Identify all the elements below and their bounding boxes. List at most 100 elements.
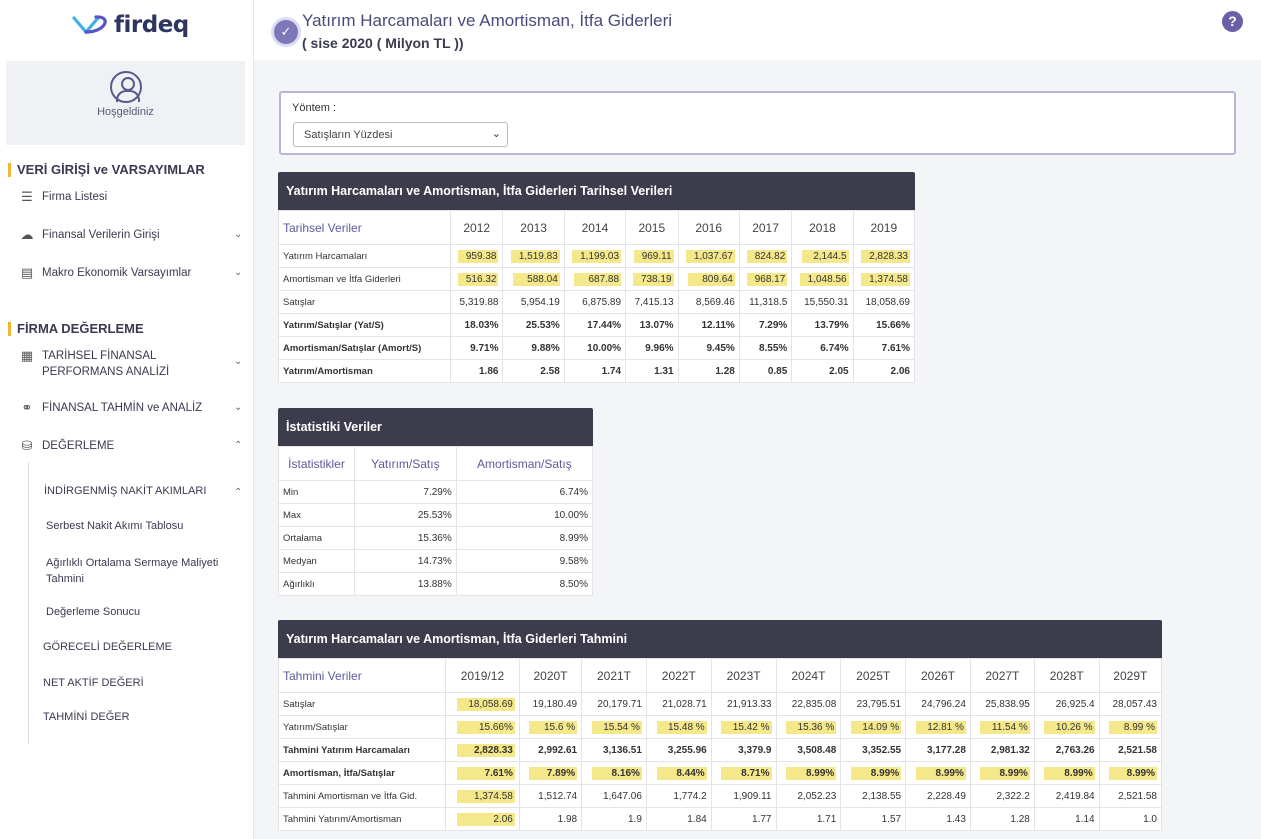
editable-value[interactable]: 1,374.58 (456, 789, 515, 803)
sidebar-item-wacc[interactable]: Ağırlıklı Ortalama Sermaye Maliyeti Tahm… (46, 555, 218, 587)
table-cell[interactable]: 15.36 % (775, 715, 842, 739)
table-cell[interactable]: 2,828.33 (852, 244, 916, 268)
table-cell[interactable]: 14.09 % (840, 715, 907, 739)
editable-value[interactable]: 516.32 (457, 272, 499, 286)
method-select[interactable]: Satışların Yüzdesi ⌄ (293, 122, 508, 147)
sidebar-item-valuation-result[interactable]: Değerleme Sonucu (46, 606, 140, 618)
sidebar-item-relative[interactable]: GÖRECELİ DEĞERLEME (43, 641, 172, 653)
table-cell[interactable]: 8.16% (581, 761, 647, 785)
sidebar-item-financial-input[interactable]: ☁ Finansal Verilerin Girişi (18, 227, 160, 243)
editable-value[interactable]: 1,048.56 (799, 272, 849, 286)
table-cell[interactable]: 8.99% (905, 761, 971, 785)
table-cell[interactable]: 15.48 % (645, 715, 712, 739)
editable-value[interactable]: 1,519.83 (510, 249, 560, 263)
table-cell[interactable]: 15.66% (445, 715, 520, 739)
editable-value[interactable]: 1,374.58 (861, 272, 910, 286)
table-cell[interactable]: 8.44% (645, 761, 712, 785)
sidebar-item-historical[interactable]: ▦ TARİHSEL FİNANSAL PERFORMANS ANALİZİ (18, 348, 169, 380)
table-cell[interactable]: 8.99% (840, 761, 907, 785)
editable-value[interactable]: 15.42 % (721, 720, 772, 734)
sidebar-item-net-asset[interactable]: NET AKTİF DEĞERİ (43, 677, 144, 689)
table-cell[interactable]: 15.6 % (518, 715, 583, 739)
table-cell[interactable]: 8.99 % (1098, 715, 1163, 739)
chevron-down-icon[interactable]: ⌄ (234, 267, 243, 278)
table-cell[interactable]: 8.99% (1098, 761, 1163, 785)
table-cell[interactable]: 969.11 (625, 244, 679, 268)
editable-value[interactable]: 8.99 % (1108, 720, 1157, 734)
table-cell[interactable]: 1,374.58 (852, 267, 916, 291)
editable-value[interactable]: 738.19 (632, 272, 674, 286)
table-cell[interactable]: 959.38 (449, 244, 504, 268)
table-cell[interactable]: 1,037.67 (677, 244, 740, 268)
editable-value[interactable]: 969.11 (633, 249, 674, 263)
editable-value[interactable]: 8.44% (656, 766, 707, 780)
editable-value[interactable]: 8.99% (1044, 766, 1095, 780)
editable-value[interactable]: 7.61% (456, 766, 515, 780)
editable-value[interactable]: 11.54 % (980, 720, 1030, 734)
table-cell[interactable]: 1,519.83 (502, 244, 565, 268)
editable-value[interactable]: 10.26 % (1044, 720, 1095, 734)
editable-value[interactable]: 8.99% (980, 766, 1030, 780)
editable-value[interactable]: 8.99% (786, 766, 837, 780)
table-cell[interactable]: 8.71% (710, 761, 777, 785)
editable-value[interactable]: 809.64 (687, 272, 735, 286)
editable-value[interactable]: 824.82 (746, 249, 788, 263)
editable-value[interactable]: 2.06 (456, 812, 515, 826)
editable-value[interactable]: 1,037.67 (685, 249, 735, 263)
table-cell[interactable]: 2.06 (445, 807, 520, 831)
table-cell[interactable]: 8.99% (1033, 761, 1100, 785)
editable-value[interactable]: 588.04 (512, 272, 560, 286)
table-cell[interactable]: 588.04 (502, 267, 565, 291)
table-cell[interactable]: 15.54 % (581, 715, 647, 739)
table-cell[interactable]: 824.82 (738, 244, 793, 268)
table-cell[interactable]: 15.42 % (710, 715, 777, 739)
editable-value[interactable]: 15.66% (456, 720, 515, 734)
editable-value[interactable]: 8.71% (721, 766, 772, 780)
table-cell[interactable]: 2,144.5 (791, 244, 854, 268)
table-cell[interactable]: 8.99% (969, 761, 1035, 785)
editable-value[interactable]: 15.48 % (656, 720, 707, 734)
table-cell[interactable]: 1,199.03 (563, 244, 627, 268)
table-cell[interactable]: 1,048.56 (791, 267, 854, 291)
table-cell[interactable]: 516.32 (449, 267, 504, 291)
editable-value[interactable]: 968.17 (746, 272, 788, 286)
user-avatar-icon[interactable] (110, 71, 142, 103)
editable-value[interactable]: 8.99% (1108, 766, 1157, 780)
editable-value[interactable]: 15.54 % (591, 720, 642, 734)
editable-value[interactable]: 18,058.69 (456, 697, 515, 711)
sidebar-item-fcf-table[interactable]: Serbest Nakit Akımı Tablosu (46, 520, 183, 532)
table-cell[interactable]: 8.99% (775, 761, 842, 785)
table-cell[interactable]: 968.17 (738, 267, 793, 291)
table-cell[interactable]: 809.64 (677, 267, 740, 291)
editable-value[interactable]: 8.99% (850, 766, 902, 780)
editable-value[interactable]: 959.38 (457, 249, 499, 263)
table-cell[interactable]: 7.89% (518, 761, 583, 785)
chevron-down-icon[interactable]: ⌄ (234, 229, 243, 240)
table-cell[interactable]: 7.61% (445, 761, 520, 785)
editable-value[interactable]: 1,199.03 (572, 249, 622, 263)
table-cell[interactable]: 738.19 (625, 267, 679, 291)
table-cell[interactable]: 10.26 % (1033, 715, 1100, 739)
editable-value[interactable]: 15.6 % (529, 720, 578, 734)
editable-value[interactable]: 14.09 % (850, 720, 902, 734)
firdeq-logo[interactable]: firdeq (72, 12, 189, 38)
sidebar-item-estimated[interactable]: TAHMİNİ DEĞER (43, 711, 130, 723)
table-cell[interactable]: 2,828.33 (445, 738, 520, 762)
editable-value[interactable]: 8.99% (915, 766, 966, 780)
editable-value[interactable]: 2,828.33 (456, 743, 515, 757)
chevron-up-icon[interactable]: ⌃ (234, 487, 243, 498)
editable-value[interactable]: 2,828.33 (861, 249, 910, 263)
editable-value[interactable]: 12.81 % (915, 720, 966, 734)
editable-value[interactable]: 2,144.5 (801, 249, 849, 263)
editable-value[interactable]: 8.16% (591, 766, 642, 780)
table-cell[interactable]: 18,058.69 (445, 692, 520, 716)
editable-value[interactable]: 7.89% (529, 766, 578, 780)
table-cell[interactable]: 1,374.58 (445, 784, 520, 808)
sidebar-item-valuation[interactable]: ⛁ DEĞERLEME (18, 438, 115, 454)
editable-value[interactable]: 15.36 % (786, 720, 837, 734)
chevron-up-icon[interactable]: ⌃ (234, 440, 243, 451)
table-cell[interactable]: 12.81 % (905, 715, 971, 739)
sidebar-item-forecast[interactable]: ⚭ FİNANSAL TAHMİN ve ANALİZ (18, 400, 203, 416)
table-cell[interactable]: 687.88 (563, 267, 627, 291)
chevron-down-icon[interactable]: ⌄ (234, 402, 243, 413)
